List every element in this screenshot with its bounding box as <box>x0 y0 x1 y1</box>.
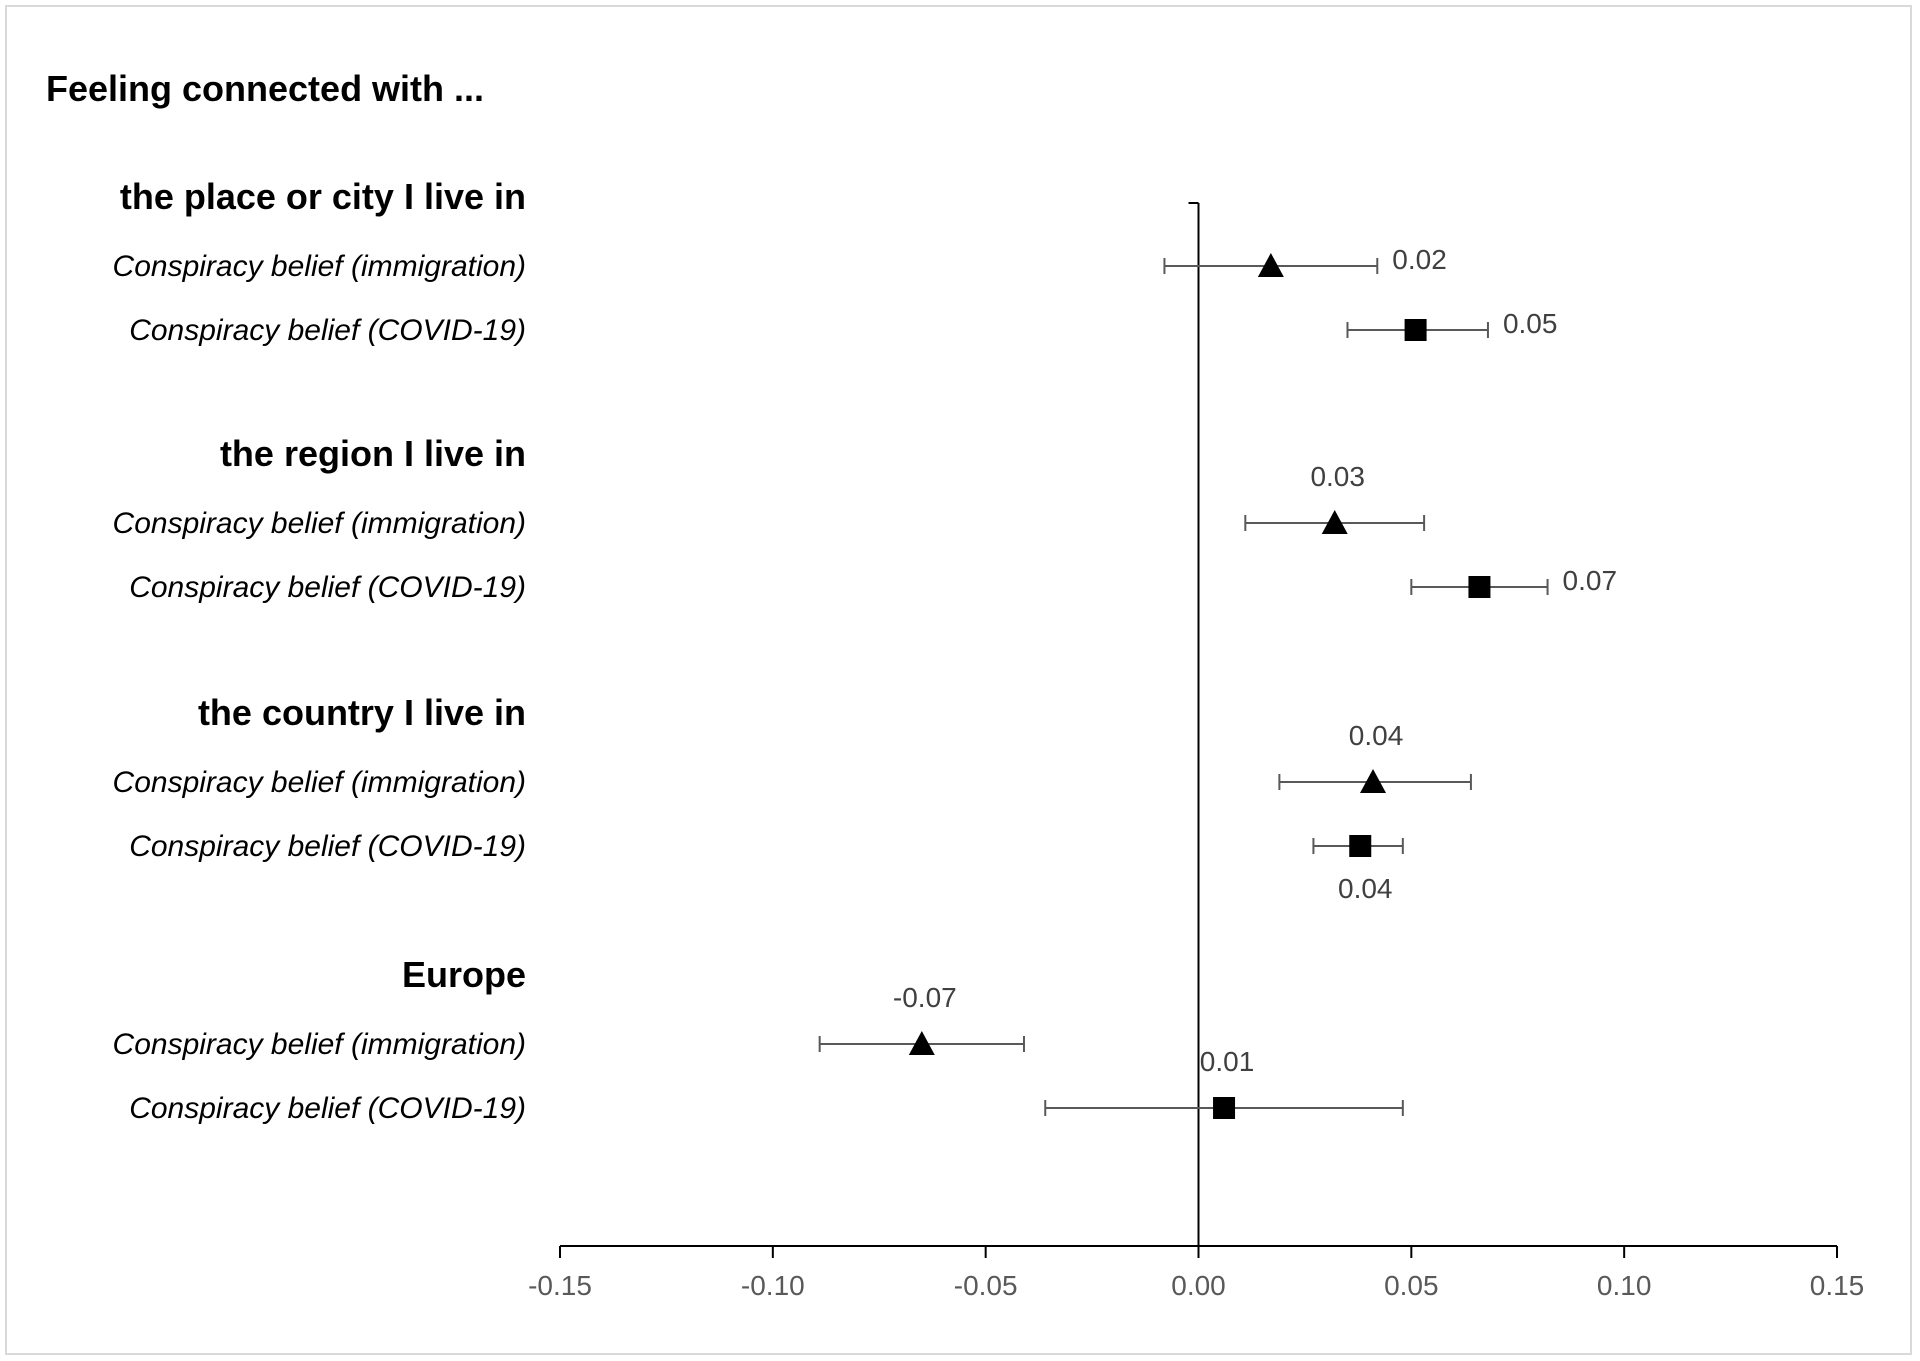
x-axis: -0.15 -0.10 -0.05 0.00 0.05 0.10 0.15 <box>528 202 1865 1301</box>
row-labels: the place or city I live in Conspiracy be… <box>113 176 526 1125</box>
data-label: 0.05 <box>1503 308 1558 339</box>
x-tick-label: 0.10 <box>1597 1270 1652 1301</box>
data-label: 0.01 <box>1200 1046 1255 1077</box>
data-label: 0.04 <box>1349 720 1404 751</box>
row-label: Conspiracy belief (COVID-19) <box>129 830 526 863</box>
square-point <box>1468 576 1491 598</box>
group-label: the region I live in <box>220 433 526 474</box>
group-label: the place or city I live in <box>120 176 526 217</box>
x-tick-label: 0.15 <box>1810 1270 1865 1301</box>
square-point <box>1404 319 1427 341</box>
group-label: the country I live in <box>198 692 526 733</box>
data-label: -0.07 <box>893 982 957 1013</box>
triangle-point <box>1360 769 1387 793</box>
chart-frame <box>5 5 1912 1355</box>
x-tick-label: -0.10 <box>741 1270 805 1301</box>
row-label: Conspiracy belief (immigration) <box>113 250 526 283</box>
data-label: 0.07 <box>1563 565 1618 596</box>
x-tick-label: 0.05 <box>1384 1270 1439 1301</box>
square-point <box>1349 835 1372 857</box>
data-label: 0.04 <box>1338 873 1393 904</box>
square-point <box>1213 1097 1236 1119</box>
chart-title: Feeling connected with ... <box>46 68 484 109</box>
row-label: Conspiracy belief (COVID-19) <box>129 1092 526 1125</box>
row-label: Conspiracy belief (immigration) <box>113 507 526 540</box>
x-tick-label: -0.05 <box>954 1270 1018 1301</box>
x-tick-label: -0.15 <box>528 1270 592 1301</box>
data-marks: 0.02 0.05 0.03 0.07 0.04 0.04 -0.07 0.01 <box>818 244 1618 1119</box>
triangle-point <box>1257 253 1284 277</box>
triangle-point <box>908 1031 935 1055</box>
row-label: Conspiracy belief (COVID-19) <box>129 314 526 347</box>
row-label: Conspiracy belief (COVID-19) <box>129 571 526 604</box>
group-label: Europe <box>402 954 526 995</box>
data-label: 0.03 <box>1310 461 1365 492</box>
row-label: Conspiracy belief (immigration) <box>113 1028 526 1061</box>
x-tick-label: 0.00 <box>1171 1270 1226 1301</box>
row-label: Conspiracy belief (immigration) <box>113 766 526 799</box>
data-label: 0.02 <box>1392 244 1447 275</box>
triangle-point <box>1321 510 1348 534</box>
